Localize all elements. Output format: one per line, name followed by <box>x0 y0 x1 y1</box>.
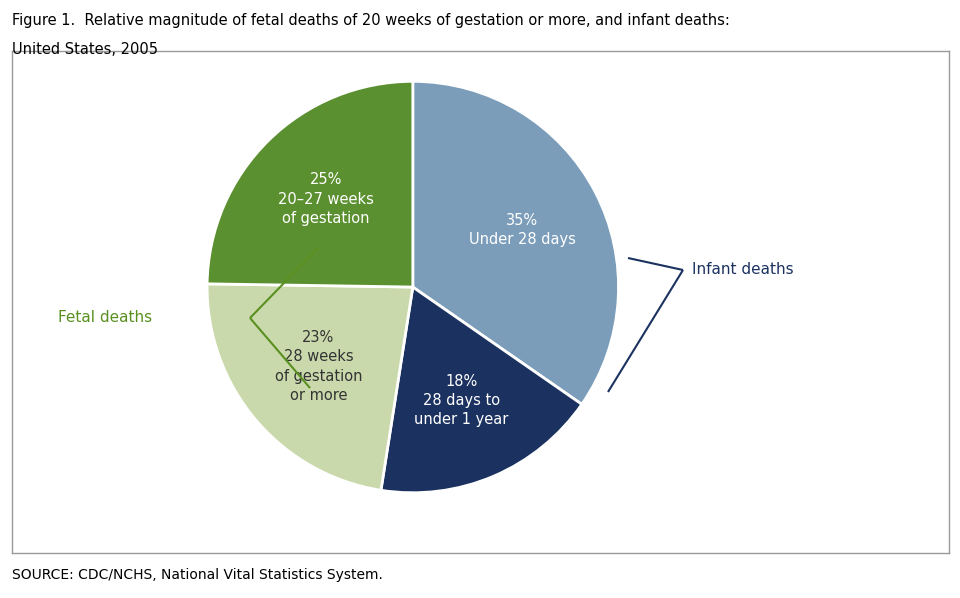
Text: 25%
20–27 weeks
of gestation: 25% 20–27 weeks of gestation <box>278 172 374 226</box>
Text: 23%
28 weeks
of gestation
or more: 23% 28 weeks of gestation or more <box>275 330 362 403</box>
Wedge shape <box>413 81 618 404</box>
Wedge shape <box>207 81 413 287</box>
Text: Infant deaths: Infant deaths <box>692 263 794 277</box>
Wedge shape <box>381 287 582 493</box>
Text: Figure 1.  Relative magnitude of fetal deaths of 20 weeks of gestation or more, : Figure 1. Relative magnitude of fetal de… <box>12 13 730 28</box>
Text: United States, 2005: United States, 2005 <box>12 42 157 57</box>
Wedge shape <box>207 284 413 490</box>
Text: SOURCE: CDC/NCHS, National Vital Statistics System.: SOURCE: CDC/NCHS, National Vital Statist… <box>12 568 382 582</box>
Text: 18%
28 days to
under 1 year: 18% 28 days to under 1 year <box>414 374 509 427</box>
Text: 35%
Under 28 days: 35% Under 28 days <box>468 213 576 247</box>
Text: Fetal deaths: Fetal deaths <box>58 310 152 325</box>
